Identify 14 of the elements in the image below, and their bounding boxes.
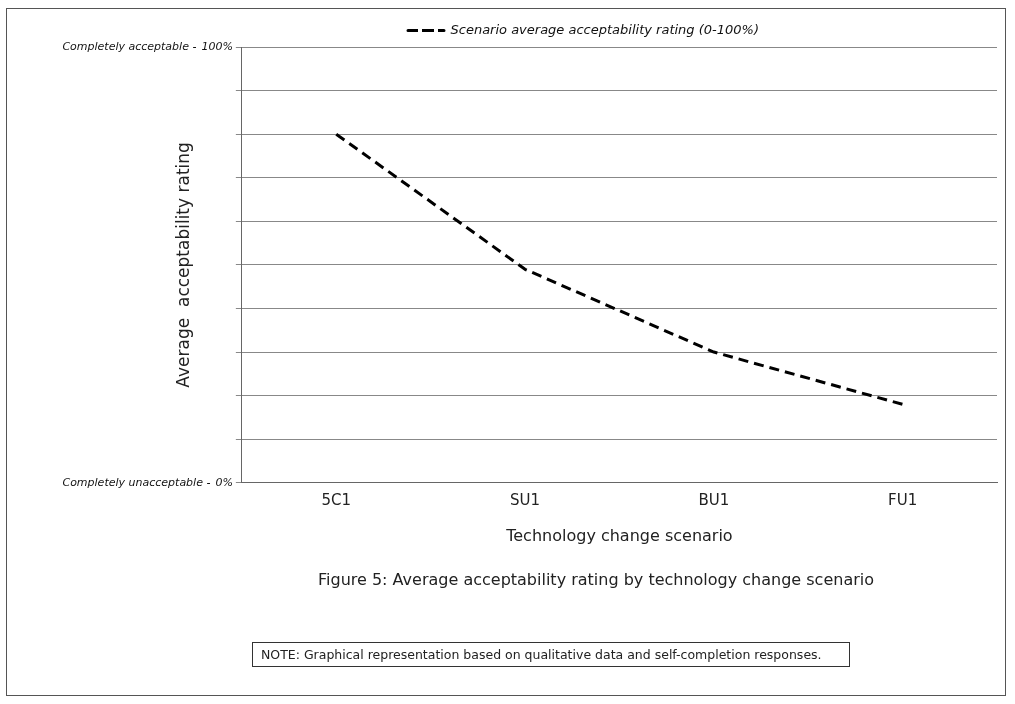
y-tick-label: 0% bbox=[215, 475, 233, 489]
y-tick-label: 100% bbox=[201, 39, 233, 53]
x-tick-label: SU1 bbox=[510, 490, 541, 509]
legend-label: Scenario average acceptability rating (0-100%) bbox=[450, 21, 759, 37]
line-series bbox=[334, 132, 905, 406]
text: Figure 5: Average acceptability rating by technology change scenario bbox=[318, 570, 875, 589]
text: Completely acceptable - bbox=[62, 39, 197, 53]
x-axis-title: Technology change scenario bbox=[505, 525, 733, 545]
x-tick-label: BU1 bbox=[698, 490, 730, 509]
text: Completely unacceptable - bbox=[62, 475, 211, 489]
text: NOTE: Graphical representation based on qualitative data and self-completion responses. bbox=[252, 642, 850, 667]
y-axis-title: Average acceptability rating bbox=[172, 142, 193, 388]
x-tick-label: 5C1 bbox=[321, 490, 352, 509]
x-tick-label: FU1 bbox=[888, 490, 918, 509]
